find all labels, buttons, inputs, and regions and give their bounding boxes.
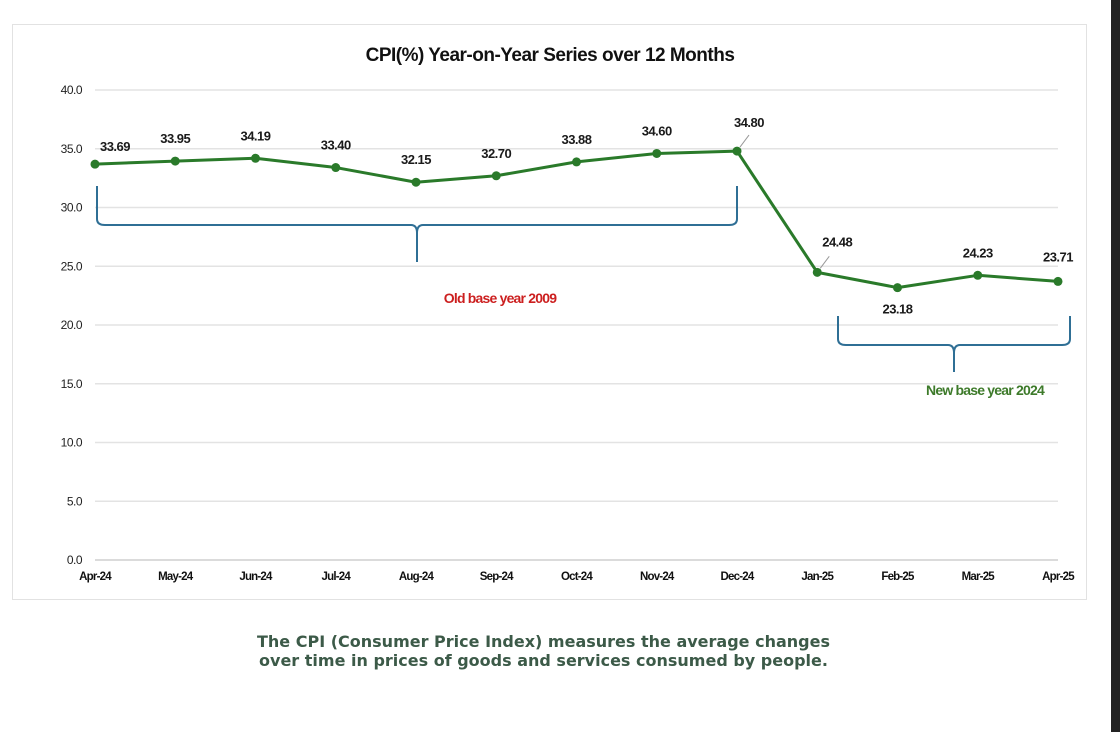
window-edge [1111,0,1120,732]
data-point [170,156,180,166]
x-tick-label: Nov-24 [640,571,675,583]
x-tick-label: Sep-24 [480,571,514,583]
y-tick-label: 25.0 [61,259,83,273]
new-base-bracket [837,316,1071,372]
data-point [491,171,501,181]
data-point [732,146,742,156]
caption-line-2: over time in prices of goods and service… [259,651,828,670]
chart-frame [12,24,1087,600]
data-point [411,177,421,187]
new-base-label: New base year 2024 [926,382,1045,398]
data-label: 34.60 [642,123,672,138]
y-tick-label: 20.0 [61,318,83,332]
data-label: 33.88 [561,132,591,147]
caption: The CPI (Consumer Price Index) measures … [0,632,1087,670]
x-tick-label: May-24 [158,571,194,583]
data-label: 32.15 [401,152,431,167]
old-base-bracket [96,186,738,262]
data-label: 33.69 [100,139,130,154]
cpi-line-chart: CPI(%) Year-on-Year Series over 12 Month… [61,45,1076,583]
leader-line [819,256,830,269]
y-tick-label: 5.0 [67,494,83,508]
y-tick-label: 40.0 [61,83,83,97]
x-tick-label: Feb-25 [881,571,915,583]
data-label: 24.23 [963,245,993,260]
y-tick-label: 35.0 [61,142,83,156]
y-tick-label: 15.0 [61,377,83,391]
x-tick-label: Apr-25 [1042,571,1075,583]
x-tick-label: Aug-24 [399,571,435,583]
data-point [893,283,902,293]
x-tick-label: Jan-25 [801,571,834,583]
y-tick-label: 30.0 [61,201,83,215]
data-point [251,153,260,163]
data-point [90,159,100,169]
data-label: 34.19 [240,128,270,143]
data-point [331,163,341,173]
data-label: 24.48 [822,234,852,249]
data-point [652,148,662,158]
x-tick-label: Jun-24 [239,571,273,583]
old-base-label: Old base year 2009 [444,290,557,306]
x-tick-label: Apr-24 [79,571,112,583]
data-point [973,270,983,280]
data-label: 33.95 [160,131,190,146]
data-label: 23.18 [882,302,912,317]
x-tick-label: Mar-25 [962,571,996,583]
data-point [812,267,822,277]
data-point [1053,276,1063,286]
x-tick-label: Jul-24 [322,571,352,583]
x-tick-label: Oct-24 [561,571,593,583]
y-tick-label: 0.0 [67,553,83,567]
x-tick-label: Dec-24 [721,571,755,583]
data-label: 34.80 [734,115,764,130]
data-label: 23.71 [1043,249,1073,264]
data-label: 32.70 [481,146,511,161]
leader-line [739,134,750,148]
chart-title: CPI(%) Year-on-Year Series over 12 Month… [366,45,735,66]
data-point [572,157,581,167]
y-tick-label: 10.0 [61,436,83,450]
series-line [94,149,1059,290]
caption-line-1: The CPI (Consumer Price Index) measures … [257,632,830,651]
data-label: 33.40 [321,138,351,153]
